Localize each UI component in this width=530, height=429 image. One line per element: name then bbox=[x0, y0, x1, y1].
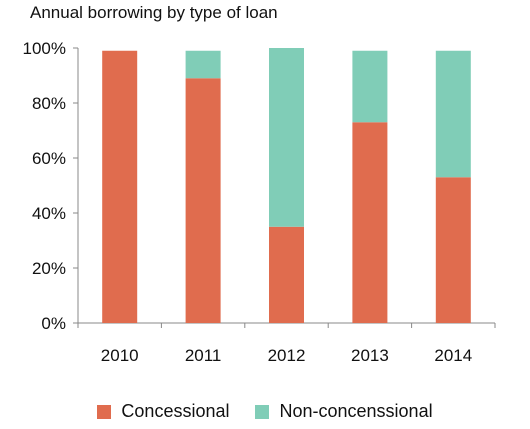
y-tick-label: 80% bbox=[32, 94, 66, 113]
bar-concessional-2010 bbox=[102, 50, 138, 323]
y-tick-label: 20% bbox=[32, 259, 66, 278]
bar-concessional-2013 bbox=[352, 122, 388, 323]
bar-non-concessional-2011 bbox=[185, 50, 221, 79]
legend-swatch-non-concessional bbox=[255, 404, 270, 419]
bar-non-concessional-2013 bbox=[352, 50, 388, 123]
bar-non-concessional-2012 bbox=[269, 48, 304, 227]
x-tick-label: 2011 bbox=[185, 346, 222, 365]
x-tick-label: 2013 bbox=[351, 346, 389, 365]
bar-concessional-2011 bbox=[185, 78, 221, 323]
legend-label-concessional: Concessional bbox=[121, 401, 230, 421]
stacked-bar-chart: 0% 20% 40% 60% 80% 100% 2010 2011 2012 2013 2014 bbox=[23, 39, 496, 365]
legend: Concessional Non-concenssional bbox=[0, 401, 530, 422]
y-tick-label: 0% bbox=[41, 314, 66, 333]
y-tick-label: 100% bbox=[23, 39, 66, 58]
legend-label-non-concessional: Non-concenssional bbox=[279, 401, 433, 421]
y-tick-label: 60% bbox=[32, 149, 66, 168]
bar-concessional-2014 bbox=[435, 177, 471, 323]
x-tick-label: 2010 bbox=[101, 346, 139, 365]
legend-item-concessional: Concessional bbox=[97, 401, 229, 422]
legend-item-non-concessional: Non-concenssional bbox=[255, 401, 433, 422]
x-tick-label: 2014 bbox=[434, 346, 472, 365]
y-tick-label: 40% bbox=[32, 204, 66, 223]
x-tick-label: 2012 bbox=[268, 346, 306, 365]
bar-non-concessional-2014 bbox=[435, 50, 471, 178]
bar-concessional-2012 bbox=[269, 226, 304, 323]
legend-swatch-concessional bbox=[97, 404, 112, 419]
chart-title: Annual borrowing by type of loan bbox=[30, 3, 278, 22]
